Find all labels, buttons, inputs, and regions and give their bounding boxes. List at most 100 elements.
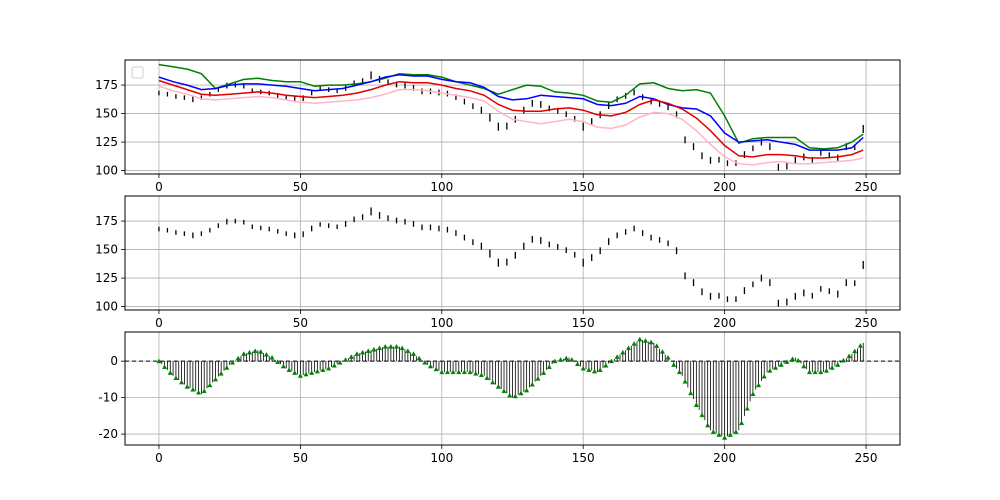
y-tick-label: 175 (95, 78, 118, 92)
oscillator-marker (246, 349, 252, 355)
oscillator-marker (659, 349, 665, 354)
oscillator-marker (280, 363, 286, 369)
oscillator-marker (688, 390, 694, 396)
oscillator-marker (546, 364, 552, 369)
oscillator-marker (597, 367, 603, 372)
oscillator-marker (812, 369, 818, 375)
oscillator-marker (795, 357, 801, 363)
oscillator-marker (297, 373, 303, 378)
x-tick-label: 150 (572, 180, 595, 194)
oscillator-marker (789, 356, 796, 361)
oscillator-marker (676, 369, 682, 375)
oscillator-marker (767, 368, 773, 373)
oscillator-marker (405, 348, 411, 353)
panel-2-frame (124, 195, 901, 311)
oscillator-marker (716, 432, 722, 437)
y-tick-label: -20 (98, 427, 118, 441)
oscillator-marker (190, 386, 196, 392)
oscillator-marker (705, 422, 711, 428)
oscillator-marker (484, 375, 490, 380)
y-tick-label: 100 (95, 300, 118, 314)
oscillator-marker (756, 382, 762, 388)
oscillator-marker (365, 348, 371, 353)
x-tick-label: 200 (713, 316, 736, 330)
oscillator-marker (490, 379, 496, 385)
oscillator-marker (507, 392, 513, 398)
oscillator-marker (778, 362, 784, 367)
oscillator-marker (682, 378, 688, 384)
oscillator-marker (224, 365, 230, 370)
oscillator-marker (648, 339, 654, 345)
oscillator-marker (241, 351, 247, 356)
oscillator-marker (229, 360, 236, 365)
panel-3-bottom: 0 50 100 150 200 250 -20 -10 0 (98, 331, 901, 465)
x-tick-label: 100 (430, 316, 453, 330)
oscillator-marker (518, 390, 524, 396)
oscillator-marker (620, 349, 626, 355)
oscillator-marker (439, 369, 445, 375)
oscillator-marker (739, 420, 745, 426)
oscillator-marker (699, 412, 705, 418)
oscillator-marker (343, 357, 349, 362)
oscillator-marker (784, 359, 790, 364)
oscillator-marker (722, 435, 728, 440)
oscillator-marker (478, 372, 484, 378)
y-tick-label: 125 (95, 135, 118, 149)
x-tick-label: 150 (572, 451, 595, 465)
oscillator-marker (575, 361, 581, 367)
oscillator-marker (591, 368, 598, 374)
oscillator-marker (541, 370, 547, 375)
oscillator-marker (218, 370, 224, 376)
oscillator-marker (524, 387, 530, 393)
oscillator-marker (852, 348, 858, 354)
oscillator-marker (184, 384, 190, 389)
oscillator-marker (156, 358, 162, 364)
y-tick-label: -10 (98, 391, 118, 405)
oscillator-marker (326, 365, 332, 371)
y-tick-label: 150 (95, 243, 118, 257)
oscillator-marker (320, 367, 326, 372)
oscillator-marker (535, 376, 541, 381)
oscillator-marker (818, 369, 824, 375)
x-tick-label: 250 (855, 451, 878, 465)
oscillator-marker (642, 338, 648, 343)
x-tick-label: 0 (155, 316, 163, 330)
oscillator-marker (846, 353, 852, 359)
series-line-lower (158, 85, 864, 166)
oscillator-marker (710, 429, 716, 434)
oscillator-marker (393, 343, 400, 349)
oscillator-marker (773, 365, 779, 370)
oscillator-marker (495, 384, 501, 389)
oscillator-marker (309, 370, 315, 375)
y-tick-label: 100 (95, 164, 118, 178)
oscillator-marker (552, 358, 558, 364)
oscillator-marker (201, 388, 207, 394)
oscillator-marker (371, 346, 377, 352)
panel-3-plot-area (125, 332, 900, 445)
oscillator-marker (377, 345, 383, 351)
x-tick-label: 150 (572, 316, 595, 330)
panel-2-middle: 0 50 100 150 200 250 100 125 150 175 (95, 195, 901, 330)
oscillator-marker (529, 381, 535, 387)
series-line-upper (158, 63, 864, 150)
oscillator-marker (671, 362, 677, 367)
oscillator-marker (162, 364, 168, 369)
oscillator-marker (337, 360, 343, 365)
oscillator-marker (608, 358, 615, 364)
y-tick-label: 125 (95, 271, 118, 285)
oscillator-marker (382, 343, 388, 349)
oscillator-marker (631, 341, 637, 346)
panel-1-plot-area (125, 60, 900, 174)
y-tick-label: 0 (110, 354, 118, 368)
oscillator-marker (173, 375, 179, 380)
oscillator-marker (829, 365, 835, 370)
oscillator-marker (258, 349, 264, 354)
oscillator-marker (410, 351, 417, 356)
oscillator-marker (835, 362, 841, 367)
oscillator-marker (314, 368, 320, 374)
oscillator-marker (586, 367, 592, 372)
panel-2-plot-area (125, 196, 900, 310)
oscillator-marker (563, 355, 569, 361)
oscillator-marker (252, 348, 258, 353)
